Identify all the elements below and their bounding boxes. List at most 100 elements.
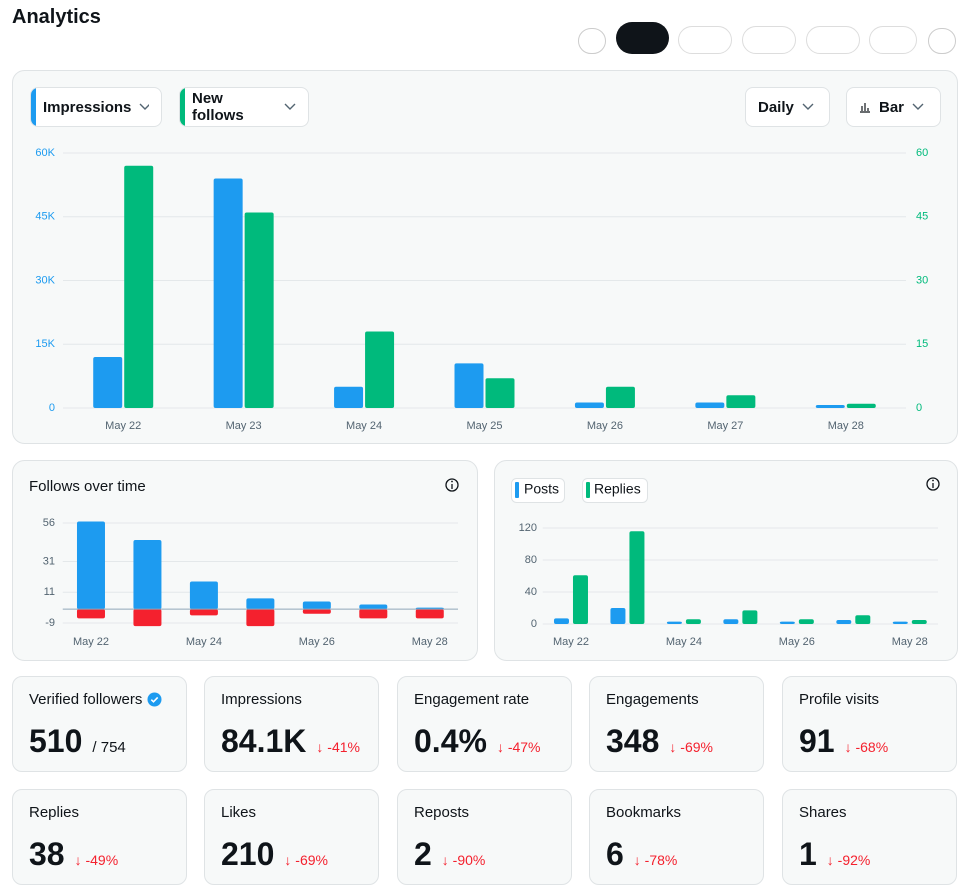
stat-card[interactable]: Bookmarks 6 ↓ -78% xyxy=(589,789,764,885)
toolbar-button[interactable] xyxy=(928,28,956,54)
toolbar-button[interactable] xyxy=(806,26,860,54)
y-tick-label: 0 xyxy=(916,402,922,414)
y-tick-label: 60K xyxy=(35,147,55,159)
metric-dropdown[interactable]: Impressions xyxy=(30,87,162,127)
toolbar-button[interactable] xyxy=(678,26,732,54)
bar xyxy=(124,165,154,408)
legend-label: Replies xyxy=(594,481,641,497)
card-label-row: Replies xyxy=(29,804,79,821)
y-tick-label: 45 xyxy=(916,211,928,223)
card-label: Impressions xyxy=(221,691,302,708)
interval-dropdown[interactable]: Daily xyxy=(745,87,830,127)
card-value-row: 210 ↓ -69% xyxy=(221,836,328,873)
stat-card[interactable]: Engagements 348 ↓ -69% xyxy=(589,676,764,772)
bar xyxy=(302,609,331,614)
x-tick-label: May 24 xyxy=(346,420,382,432)
card-value-row: 38 ↓ -49% xyxy=(29,836,118,873)
y-tick-label: 0 xyxy=(49,402,55,414)
bar xyxy=(779,621,795,624)
legend-item[interactable] xyxy=(582,478,648,503)
toolbar-button[interactable] xyxy=(742,26,796,54)
x-tick-label: May 23 xyxy=(226,420,262,432)
toolbar-button[interactable] xyxy=(869,26,917,54)
y-tick-label: 0 xyxy=(531,618,537,630)
bar xyxy=(189,581,218,610)
x-tick-label: May 27 xyxy=(707,420,743,432)
y-tick-label: 56 xyxy=(43,517,55,529)
stat-card[interactable]: Shares 1 ↓ -92% xyxy=(782,789,957,885)
x-tick-label: May 28 xyxy=(892,636,928,648)
bar xyxy=(846,403,876,408)
bar xyxy=(605,386,635,408)
y-tick-label: 30 xyxy=(916,274,928,286)
page-title: Analytics xyxy=(12,6,101,28)
dropdown-label: Daily xyxy=(758,98,794,116)
card-value-row: 1 ↓ -92% xyxy=(799,836,870,873)
bar xyxy=(133,539,162,610)
bar xyxy=(213,178,243,408)
card-change: ↓ -47% xyxy=(496,739,541,755)
card-label-row: Engagements xyxy=(606,691,699,708)
bar xyxy=(610,608,626,624)
metric-dropdown[interactable]: New follows xyxy=(179,87,309,127)
y-tick-label: 15 xyxy=(916,338,928,350)
card-change: ↓ -49% xyxy=(74,852,119,868)
dropdown-label: New follows xyxy=(192,90,244,124)
bar xyxy=(76,609,105,619)
legend-item[interactable] xyxy=(511,478,565,503)
bar xyxy=(485,378,515,408)
stat-card[interactable]: Reposts 2 ↓ -90% xyxy=(397,789,572,885)
bar xyxy=(454,363,484,408)
x-tick-label: May 26 xyxy=(299,636,335,648)
bar xyxy=(415,609,444,619)
x-tick-label: May 26 xyxy=(587,420,623,432)
card-label-row: Verified followers xyxy=(29,691,162,708)
stat-card[interactable]: Impressions 84.1K ↓ -41% xyxy=(204,676,379,772)
card-value-row: 6 ↓ -78% xyxy=(606,836,677,873)
stat-card[interactable]: Replies 38 ↓ -49% xyxy=(12,789,187,885)
card-value: 38 xyxy=(29,836,65,872)
chevron xyxy=(139,103,149,110)
stat-card[interactable]: Likes 210 ↓ -69% xyxy=(204,789,379,885)
card-value-row: 2 ↓ -90% xyxy=(414,836,485,873)
card-label: Bookmarks xyxy=(606,804,682,821)
card-change: ↓ -69% xyxy=(284,852,328,868)
bar xyxy=(359,604,388,610)
stat-card[interactable]: Engagement rate 0.4% ↓ -47% xyxy=(397,676,572,772)
style-dropdown[interactable]: Bar xyxy=(846,87,941,127)
bar-icon xyxy=(860,103,870,113)
card-value: 348 xyxy=(606,723,660,759)
x-tick-label: May 22 xyxy=(73,636,109,648)
bar xyxy=(629,531,645,624)
x-tick-label: May 26 xyxy=(779,636,815,648)
bar xyxy=(911,620,927,624)
chevron xyxy=(912,103,924,110)
y-tick-label: 30K xyxy=(35,274,55,286)
card-change: ↓ -69% xyxy=(669,739,713,755)
card-label-row: Profile visits xyxy=(799,691,879,708)
y-tick-label: 15K xyxy=(35,338,55,350)
y-tick-label: 11 xyxy=(44,586,55,598)
info-icon[interactable] xyxy=(445,478,459,492)
bar xyxy=(574,402,604,408)
toolbar-button[interactable] xyxy=(578,28,606,54)
bar xyxy=(246,609,275,627)
card-label-row: Shares xyxy=(799,804,847,821)
x-tick-label: May 25 xyxy=(466,420,502,432)
dropdown-label: Bar xyxy=(879,98,905,116)
card-value: 0.4% xyxy=(414,723,487,759)
card-label-row: Likes xyxy=(221,804,256,821)
bar xyxy=(742,610,758,624)
bar xyxy=(695,402,725,408)
legend-label: Posts xyxy=(524,481,559,497)
info-icon[interactable] xyxy=(926,477,940,491)
card-value: 6 xyxy=(606,836,624,872)
x-tick-label: May 24 xyxy=(186,636,222,648)
stat-card[interactable]: Verified followers 510 / 754 xyxy=(12,676,187,772)
card-label: Verified followers xyxy=(29,691,143,708)
stat-card[interactable]: Profile visits 91 ↓ -68% xyxy=(782,676,957,772)
verified-badge xyxy=(147,692,162,707)
toolbar-button[interactable] xyxy=(616,22,669,54)
bar xyxy=(302,601,331,610)
